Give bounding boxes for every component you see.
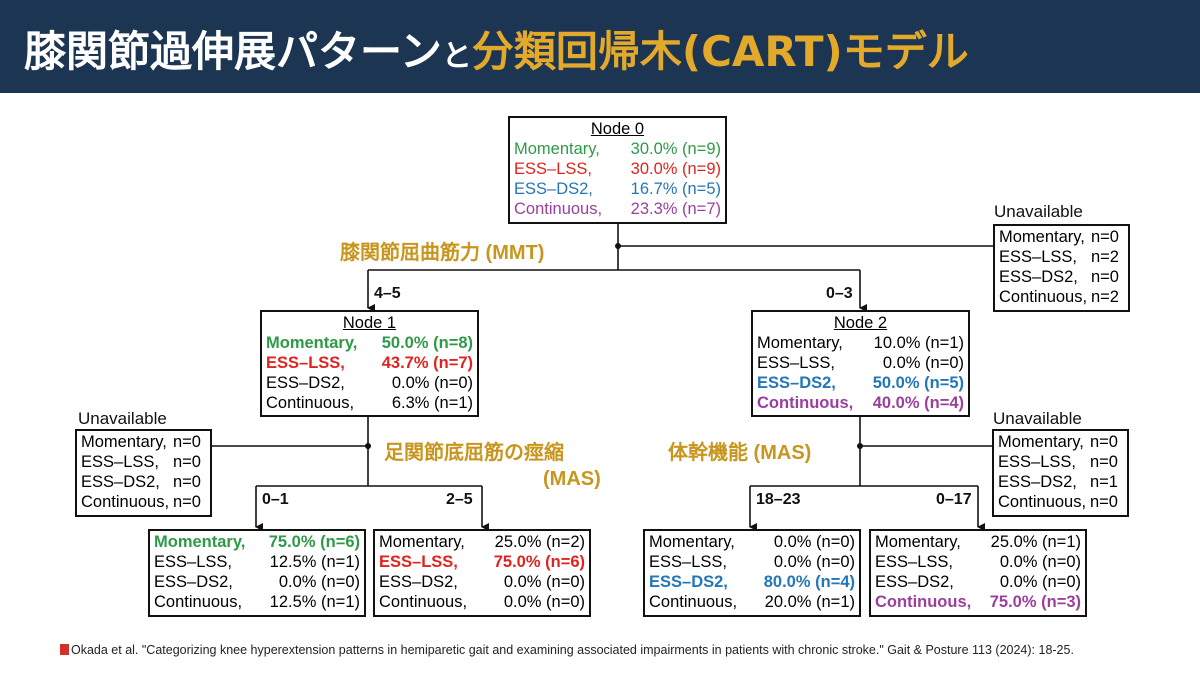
leaf-2-continuous: Continuous, 0.0% (n=0) [379,593,585,611]
branch-label-n1-right: 2–5 [446,491,473,508]
leaf-1-momentary: Momentary, 75.0% (n=6) [154,533,360,551]
leaf-2-ess-ds2: ESS–DS2, 0.0% (n=0) [379,573,585,591]
unavail-n2-momentary: Momentary, n=0 [998,433,1118,451]
leaf-3-ess-ds2: ESS–DS2, 80.0% (n=4) [649,573,855,591]
branch-label-n2-left: 18–23 [756,491,801,508]
unavailable-node1-box: Momentary, n=0 ESS–LSS, n=0 ESS–DS2, n=0 Co… [75,429,212,517]
node-1-ess-ds2: ESS–DS2, 0.0% (n=0) [266,374,473,392]
title-connector: と [441,39,472,74]
node-2-ess-ds2: ESS–DS2, 50.0% (n=5) [757,374,964,392]
unavail-n2-ess-lss: ESS–LSS, n=0 [998,453,1118,471]
node-2-momentary: Momentary, 10.0% (n=1) [757,334,964,352]
leaf-4: Momentary, 25.0% (n=1) ESS–LSS, 0.0% (n=0)… [869,529,1087,617]
leaf-4-continuous: Continuous, 75.0% (n=3) [875,593,1081,611]
leaf-3-continuous: Continuous, 20.0% (n=1) [649,593,855,611]
node2-junction-dot [857,443,863,449]
title-part2: 分類回帰木(CART)モデル [471,27,969,76]
branch-label-root-right: 0–3 [826,285,853,302]
title-part1: 膝関節過伸展パターン [24,27,442,76]
unavail-root-ess-ds2: ESS–DS2, n=0 [999,268,1119,286]
node1-split-criterion: 足関節底屈筋の痙縮 [384,442,564,464]
title-bar: 膝関節過伸展パターンと分類回帰木(CART)モデル [0,0,1200,93]
branch-label-n2-right: 0–17 [936,491,972,508]
node-0-continuous: Continuous, 23.3% (n=7) [514,200,721,218]
node-2-title: Node 2 [833,314,888,332]
node-0-momentary: Momentary, 30.0% (n=9) [514,140,721,158]
unavailable-root-box: Momentary, n=0 ESS–LSS, n=2 ESS–DS2, n=0 Co… [993,224,1130,312]
leaf-4-ess-lss: ESS–LSS, 0.0% (n=0) [875,553,1081,571]
node-2-continuous: Continuous, 40.0% (n=4) [757,394,964,412]
leaf-4-momentary: Momentary, 25.0% (n=1) [875,533,1081,551]
branch-label-n1-left: 0–1 [262,491,289,508]
unavail-root-ess-lss: ESS–LSS, n=2 [999,248,1119,266]
citation: Okada et al. "Categorizing knee hyperext… [60,643,1074,657]
citation-text: Okada et al. "Categorizing knee hyperext… [71,643,1074,657]
leaf-2-momentary: Momentary, 25.0% (n=2) [379,533,585,551]
node-1-momentary: Momentary, 50.0% (n=8) [266,334,473,352]
unavail-n1-momentary: Momentary, n=0 [81,433,201,451]
unavail-root-momentary: Momentary, n=0 [999,228,1119,246]
node-1-continuous: Continuous, 6.3% (n=1) [266,394,473,412]
leaf-1-continuous: Continuous, 12.5% (n=1) [154,593,360,611]
leaf-1-ess-lss: ESS–LSS, 12.5% (n=1) [154,553,360,571]
node-2: Node 2 Momentary, 10.0% (n=1) ESS–LSS, 0.0… [751,310,970,417]
node-0-ess-lss: ESS–LSS, 30.0% (n=9) [514,160,721,178]
unavail-n2-ess-ds2: ESS–DS2, n=1 [998,473,1118,491]
leaf-3-momentary: Momentary, 0.0% (n=0) [649,533,855,551]
leaf-1: Momentary, 75.0% (n=6) ESS–LSS, 12.5% (n=1… [148,529,366,617]
root-junction-dot [615,243,621,249]
unavailable-node2-box: Momentary, n=0 ESS–LSS, n=0 ESS–DS2, n=1 Co… [992,429,1129,517]
leaf-2-ess-lss: ESS–LSS, 75.0% (n=6) [379,553,585,571]
node1-split-criterion-unit: (MAS) [543,468,601,490]
unavail-n1-ess-lss: ESS–LSS, n=0 [81,453,201,471]
node-0-ess-ds2: ESS–DS2, 16.7% (n=5) [514,180,721,198]
node-2-ess-lss: ESS–LSS, 0.0% (n=0) [757,354,964,372]
node-1-title: Node 1 [342,314,397,332]
leaf-3: Momentary, 0.0% (n=0) ESS–LSS, 0.0% (n=0) … [643,529,861,617]
node-0-title: Node 0 [590,120,645,138]
node-1-ess-lss: ESS–LSS, 43.7% (n=7) [266,354,473,372]
root-split-criterion: 膝関節屈曲筋力 (MMT) [340,242,545,264]
leaf-4-ess-ds2: ESS–DS2, 0.0% (n=0) [875,573,1081,591]
unavailable-label-root: Unavailable [994,202,1083,221]
unavail-root-continuous: Continuous, n=2 [999,288,1119,306]
node1-junction-dot [365,443,371,449]
leaf-3-ess-lss: ESS–LSS, 0.0% (n=0) [649,553,855,571]
unavail-n2-continuous: Continuous, n=0 [998,493,1118,511]
page-title: 膝関節過伸展パターンと分類回帰木(CART)モデル [24,18,969,79]
unavailable-label-node2: Unavailable [993,409,1082,428]
node-1: Node 1 Momentary, 50.0% (n=8) ESS–LSS, 43.… [260,310,479,417]
book-icon [60,644,69,655]
unavailable-label-node1: Unavailable [78,409,167,428]
branch-label-root-left: 4–5 [374,285,401,302]
leaf-1-ess-ds2: ESS–DS2, 0.0% (n=0) [154,573,360,591]
node2-split-criterion: 体幹機能 (MAS) [668,442,812,464]
node-0: Node 0 Momentary, 30.0% (n=9) ESS–LSS, 30.… [508,116,727,224]
leaf-2: Momentary, 25.0% (n=2) ESS–LSS, 75.0% (n=6… [373,529,591,617]
unavail-n1-ess-ds2: ESS–DS2, n=0 [81,473,201,491]
unavail-n1-continuous: Continuous, n=0 [81,493,201,511]
